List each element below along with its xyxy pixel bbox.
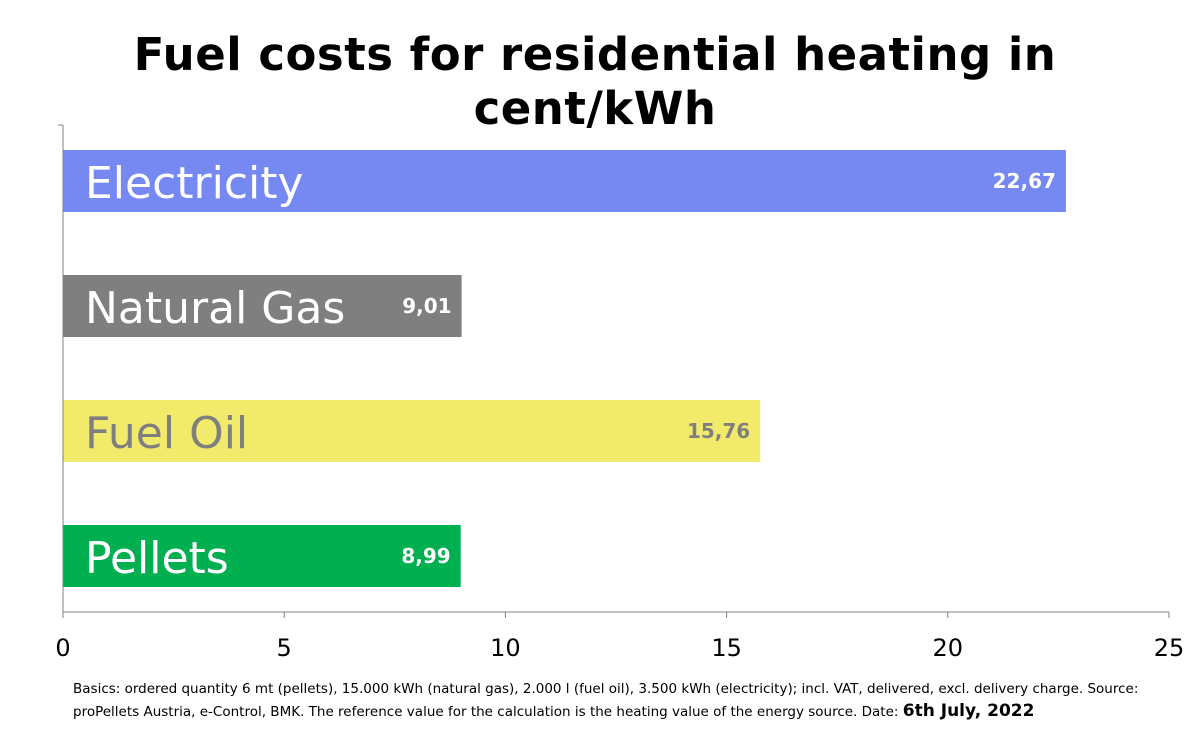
x-tick-label-5: 5 bbox=[277, 634, 292, 662]
chart-title-line-1: Fuel costs for residential heating in bbox=[133, 28, 1057, 81]
bar-natural-gas bbox=[63, 275, 462, 337]
category-label-pellets: Pellets bbox=[85, 533, 229, 584]
category-label-fuel-oil: Fuel Oil bbox=[85, 408, 248, 459]
category-label-natural-gas: Natural Gas bbox=[85, 283, 345, 334]
category-label-electricity: Electricity bbox=[85, 158, 304, 209]
bar-electricity bbox=[63, 150, 1066, 212]
bar-pellets bbox=[63, 525, 461, 587]
footnote: Basics: ordered quantity 6 mt (pellets),… bbox=[73, 678, 1183, 723]
value-label-electricity: 22,67 bbox=[993, 169, 1056, 193]
bar-fuel-oil bbox=[63, 400, 761, 462]
x-tick-label-15: 15 bbox=[711, 634, 742, 662]
footnote-date: 6th July, 2022 bbox=[902, 701, 1035, 721]
x-tick-label-25: 25 bbox=[1154, 634, 1185, 662]
footnote-text: Basics: ordered quantity 6 mt (pellets),… bbox=[73, 681, 1139, 720]
chart-title: Fuel costs for residential heating in ce… bbox=[0, 28, 1190, 136]
value-label-pellets: 8,99 bbox=[401, 544, 450, 568]
bars-layer: Electricity 22,67 Natural Gas 9,01 Fuel Oil 1… bbox=[63, 150, 1066, 587]
x-tick-label-10: 10 bbox=[490, 634, 521, 662]
value-label-natural-gas: 9,01 bbox=[402, 294, 451, 318]
axis-layer: 0 5 10 15 20 25 bbox=[55, 124, 1185, 662]
value-label-fuel-oil: 15,76 bbox=[687, 419, 750, 443]
x-tick-label-20: 20 bbox=[933, 634, 964, 662]
x-tick-label-0: 0 bbox=[55, 634, 70, 662]
chart-title-line-2: cent/kWh bbox=[473, 82, 717, 135]
